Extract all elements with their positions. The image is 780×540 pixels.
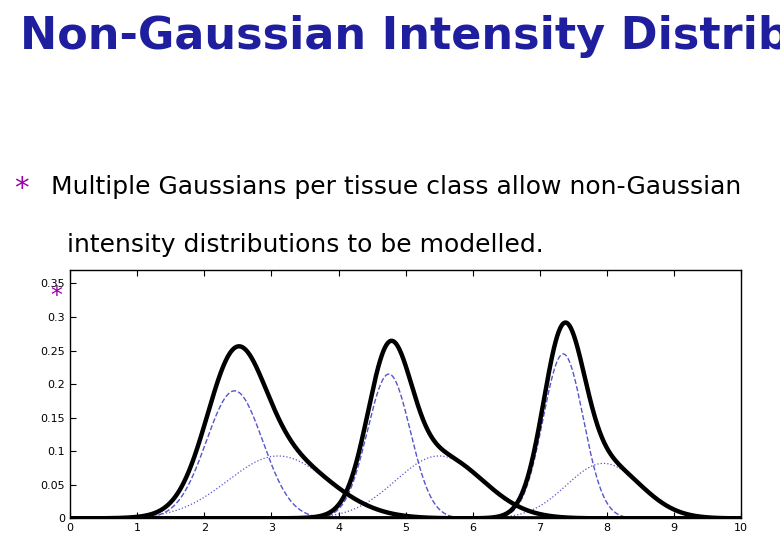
Text: Multiple Gaussians per tissue class allow non-Gaussian: Multiple Gaussians per tissue class allo… [51, 176, 741, 199]
Text: intensity distributions to be modelled.: intensity distributions to be modelled. [51, 233, 544, 257]
Text: *: * [14, 176, 29, 204]
Text: Non-Gaussian Intensity Distributions: Non-Gaussian Intensity Distributions [20, 15, 780, 58]
Text: *: * [51, 284, 62, 308]
Text: E.g. accounting for partial volume effects: E.g. accounting for partial volume effec… [86, 284, 518, 304]
